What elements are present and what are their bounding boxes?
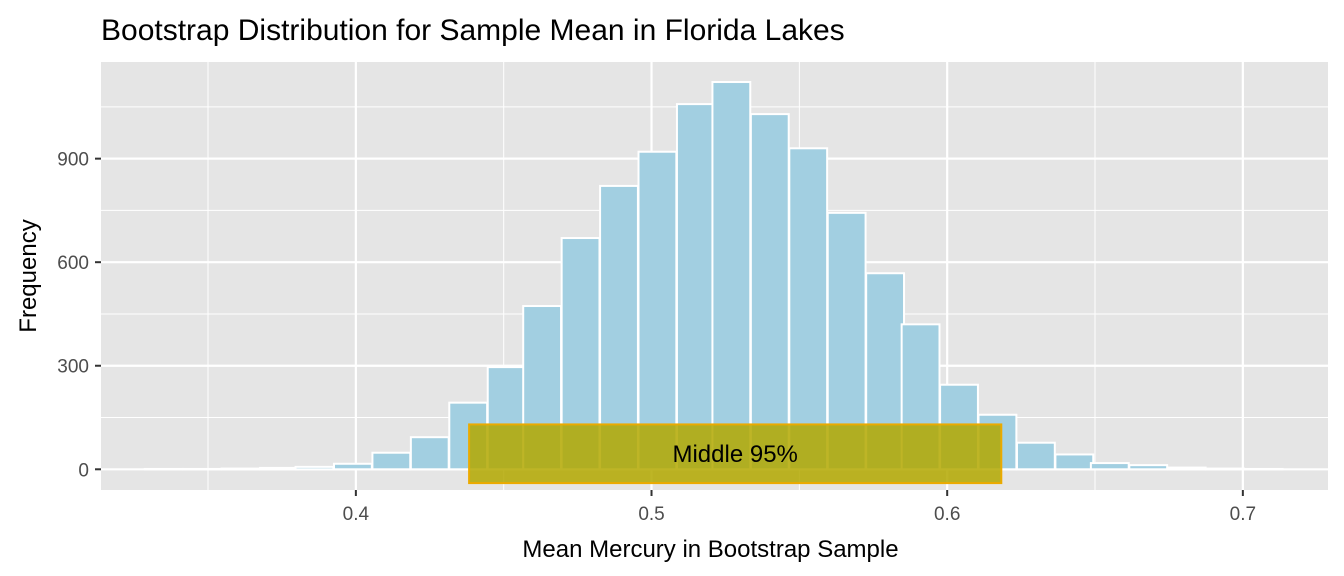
histogram-bar [1205,467,1246,471]
middle-95-label: Middle 95% [672,441,797,468]
histogram-bar [1089,462,1130,471]
x-tick-label: 0.7 [1230,504,1256,525]
y-tick-label: 0 [78,460,89,481]
x-axis-title: Mean Mercury in Bootstrap Sample [522,536,898,563]
histogram-bar [675,103,716,471]
histogram-bar [1128,464,1169,471]
chart-title: Bootstrap Distribution for Sample Mean i… [101,14,845,47]
histogram-bar [294,465,335,471]
histogram-bar [637,150,678,471]
histogram-bar [371,451,412,471]
y-tick-label: 300 [57,357,89,378]
histogram-bar [332,462,373,471]
y-axis-title: Frequency [15,219,42,332]
x-axis: 0.4 0.5 0.6 0.7 [343,490,1256,525]
histogram-bar [788,147,829,471]
y-tick-label: 600 [57,253,89,274]
x-tick-label: 0.4 [343,504,370,525]
y-tick-label: 900 [57,150,89,171]
x-tick-label: 0.5 [638,504,664,525]
histogram-bar [409,436,450,471]
middle-95-highlight: Middle 95% [468,423,1003,485]
histogram-bar [749,113,790,471]
histogram-bar [1054,453,1095,471]
histogram-bar [259,466,299,471]
middle-95-band [468,423,1003,485]
y-axis: 0 300 600 900 [57,150,101,481]
histogram-bar [220,467,261,471]
histogram-bar [711,81,752,471]
histogram-bar [1166,466,1207,471]
histogram-bar [599,184,639,471]
x-tick-label: 0.6 [934,504,960,525]
histogram-bar [1015,441,1056,471]
